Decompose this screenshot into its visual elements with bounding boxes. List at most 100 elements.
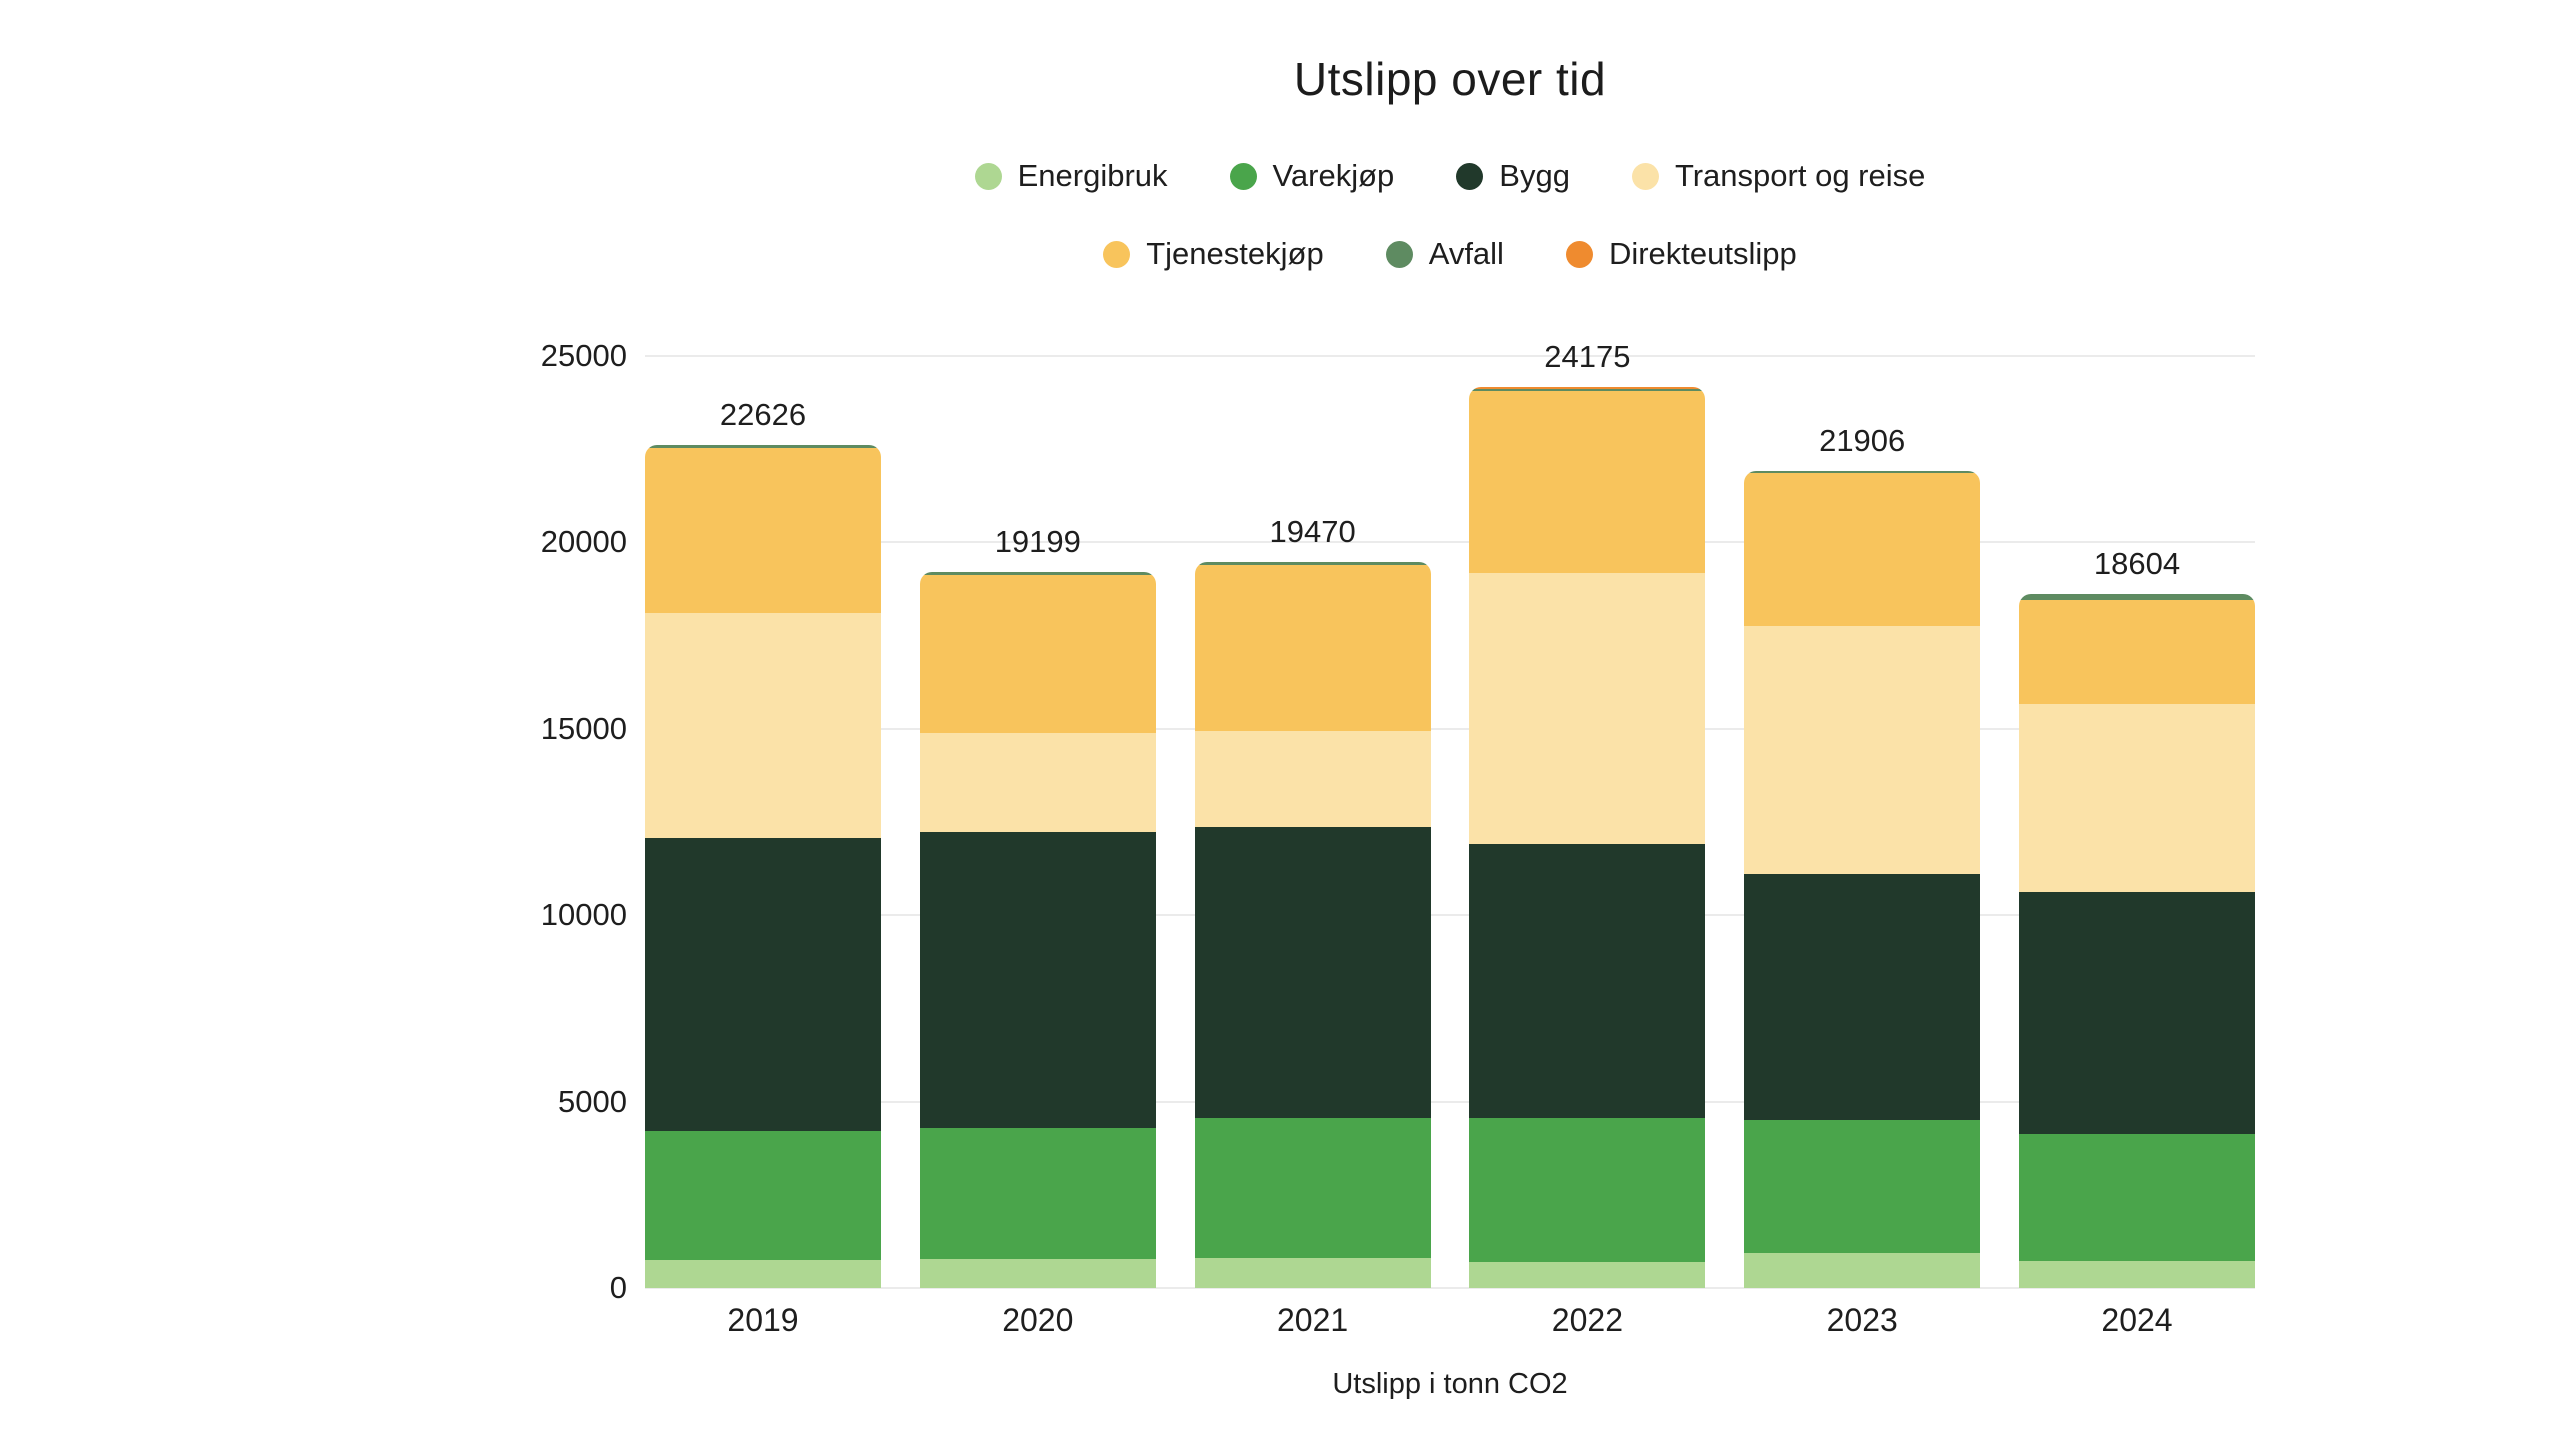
gridline-25000 <box>645 355 2255 357</box>
bar-segment-avfall-2024[interactable] <box>2018 594 2255 601</box>
chart-caption: Utslipp i tonn CO2 <box>1332 1368 1568 1400</box>
bar-total-label-2019: 22626 <box>719 396 807 432</box>
bar-segment-transport-og-reise-2020[interactable] <box>919 732 1156 832</box>
bar-slot-2024: 18604 <box>2018 356 2255 1288</box>
legend-row-2: Tjenestekjøp Avfall Direkteutslipp <box>645 236 2255 272</box>
legend-dot-transport-og-reise <box>1631 162 1659 190</box>
chart-title: Utslipp over tid <box>1293 53 1607 105</box>
bar-segment-tjenestekjop-2021[interactable] <box>1194 565 1431 732</box>
legend-dot-bygg <box>1456 162 1484 190</box>
legend-label-avfall: Avfall <box>1428 236 1504 271</box>
bar-segment-varekjop-2021[interactable] <box>1194 1118 1431 1259</box>
bar-segment-tjenestekjop-2024[interactable] <box>2018 600 2255 705</box>
bar-2021[interactable] <box>1194 562 1431 1288</box>
legend-dot-tjenestekjop <box>1103 240 1131 268</box>
bar-segment-avfall-2023[interactable] <box>1744 471 1981 474</box>
bar-segment-energibruk-2022[interactable] <box>1469 1261 1706 1288</box>
bar-segment-direkteutslipp-2022[interactable] <box>1469 386 1706 390</box>
gridline-5000 <box>645 1100 2255 1103</box>
bar-segment-energibruk-2020[interactable] <box>919 1258 1156 1288</box>
x-tick-label-2021: 2021 <box>1277 1302 1349 1338</box>
y-tick-label-0: 0 <box>609 1270 627 1305</box>
bar-2023[interactable] <box>1744 471 1981 1288</box>
legend-label-varekjop: Varekjøp <box>1272 158 1395 193</box>
x-axis: 2019 2020 2021 2022 2023 2024 <box>645 1302 2255 1339</box>
bar-segment-varekjop-2022[interactable] <box>1469 1118 1706 1262</box>
legend-dot-varekjop <box>1229 162 1257 190</box>
legend-item-varekjop[interactable]: Varekjøp <box>1229 158 1395 194</box>
bar-total-label-2021: 19470 <box>1269 514 1356 550</box>
gridline-10000 <box>645 914 2255 917</box>
bar-2024[interactable] <box>2018 594 2255 1288</box>
legend-item-direkteutslipp[interactable]: Direkteutslipp <box>1565 236 1797 272</box>
x-tick-label-2019: 2019 <box>727 1302 799 1338</box>
bar-segment-bygg-2019[interactable] <box>645 838 881 1132</box>
bar-2020[interactable] <box>919 572 1156 1288</box>
bar-segment-avfall-2020[interactable] <box>919 572 1156 576</box>
bar-segment-bygg-2021[interactable] <box>1194 826 1431 1119</box>
plot-area: 0 5000 10000 15000 20000 25000 22626 19199 1947… <box>541 338 2255 1305</box>
bar-segment-energibruk-2024[interactable] <box>2018 1261 2255 1288</box>
bar-segment-avfall-2021[interactable] <box>1194 562 1431 566</box>
x-tick-label-2022: 2022 <box>1551 1302 1623 1338</box>
bar-segment-varekjop-2019[interactable] <box>645 1131 881 1260</box>
gridline-20000 <box>645 541 2255 544</box>
bar-segment-avfall-2022[interactable] <box>1469 389 1706 392</box>
y-tick-label-15000: 15000 <box>540 710 627 746</box>
bar-total-label-2022: 24175 <box>1544 338 1631 374</box>
bar-segment-transport-og-reise-2022[interactable] <box>1469 572 1706 845</box>
gridline-15000 <box>645 727 2255 730</box>
legend-row-1: Energibruk Varekjøp Bygg Transport og reise <box>645 158 2255 194</box>
bar-segment-transport-og-reise-2024[interactable] <box>2018 704 2255 892</box>
bar-segment-energibruk-2019[interactable] <box>645 1259 881 1288</box>
bar-total-label-2023: 21906 <box>1819 423 1906 459</box>
x-tick-label-2024: 2024 <box>2101 1302 2173 1338</box>
bar-segment-varekjop-2020[interactable] <box>919 1128 1156 1259</box>
bar-total-label-2020: 19199 <box>994 524 1081 560</box>
y-tick-label-20000: 20000 <box>540 524 627 560</box>
bar-slot-2022: 24175 <box>1469 339 1706 1288</box>
legend-item-transport-og-reise[interactable]: Transport og reise <box>1631 158 1926 194</box>
x-tick-label-2023: 2023 <box>1826 1302 1898 1338</box>
bar-segment-bygg-2020[interactable] <box>919 831 1156 1129</box>
y-tick-label-25000: 25000 <box>540 338 627 373</box>
bar-segment-tjenestekjop-2020[interactable] <box>919 575 1156 733</box>
chart-header: Utslipp over tid Energibruk Varekjøp Bygg T… <box>645 0 2255 272</box>
bar-segment-bygg-2024[interactable] <box>2018 891 2255 1135</box>
legend-dot-avfall <box>1385 240 1413 268</box>
legend-dot-direkteutslipp <box>1565 240 1593 268</box>
bar-segment-avfall-2019[interactable] <box>645 444 881 449</box>
bar-segment-bygg-2023[interactable] <box>1744 873 1981 1121</box>
legend-label-direkteutslipp: Direkteutslipp <box>1608 236 1797 271</box>
bar-segment-varekjop-2023[interactable] <box>1744 1120 1981 1253</box>
bar-segment-transport-og-reise-2019[interactable] <box>645 612 881 839</box>
x-tick-label-2020: 2020 <box>1002 1302 1074 1338</box>
bar-segment-tjenestekjop-2023[interactable] <box>1744 473 1981 627</box>
bar-segment-transport-og-reise-2021[interactable] <box>1194 731 1431 827</box>
bar-slot-2021: 19470 <box>1194 356 1431 1288</box>
y-tick-label-10000: 10000 <box>540 897 627 933</box>
legend-item-tjenestekjop[interactable]: Tjenestekjøp <box>1103 236 1324 272</box>
legend-dot-energibruk <box>974 162 1002 190</box>
legend-item-avfall[interactable]: Avfall <box>1385 236 1504 272</box>
bar-total-label-2024: 18604 <box>2093 546 2181 582</box>
legend-item-bygg[interactable]: Bygg <box>1456 158 1570 194</box>
bar-2022[interactable] <box>1469 386 1706 1288</box>
legend-label-transport-og-reise: Transport og reise <box>1674 158 1926 193</box>
bar-segment-tjenestekjop-2019[interactable] <box>645 448 881 613</box>
legend-item-energibruk[interactable]: Energibruk <box>974 158 1168 194</box>
bars-container: 22626 19199 19470 24175 21906 18604 <box>645 339 2255 1288</box>
bar-2019[interactable] <box>645 444 881 1288</box>
bar-slot-2019: 22626 <box>645 356 881 1288</box>
bar-segment-energibruk-2023[interactable] <box>1744 1252 1981 1288</box>
bar-segment-bygg-2022[interactable] <box>1469 844 1706 1119</box>
bar-segment-tjenestekjop-2022[interactable] <box>1469 391 1706 573</box>
bar-slot-2020: 19199 <box>919 356 1156 1288</box>
bar-slot-2023: 21906 <box>1744 356 1981 1288</box>
legend-label-energibruk: Energibruk <box>1017 158 1168 193</box>
bar-segment-energibruk-2021[interactable] <box>1194 1258 1431 1288</box>
y-tick-label-5000: 5000 <box>558 1083 627 1119</box>
bar-segment-varekjop-2024[interactable] <box>2018 1134 2255 1262</box>
bar-segment-transport-og-reise-2023[interactable] <box>1744 626 1981 874</box>
legend-label-bygg: Bygg <box>1499 158 1570 193</box>
